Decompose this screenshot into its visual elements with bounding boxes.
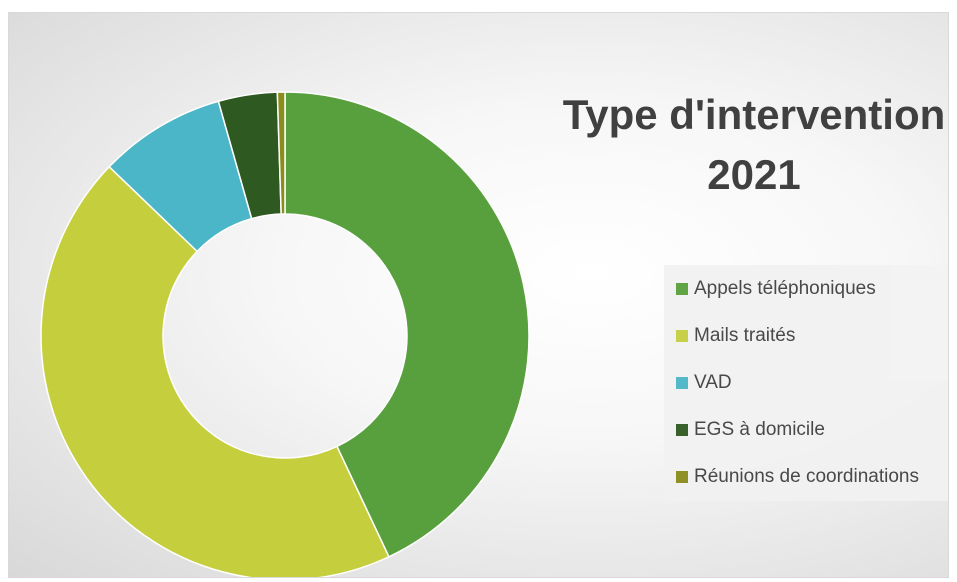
chart-title: Type d'intervention 2021 <box>554 85 948 205</box>
legend-label: EGS à domicile <box>694 419 825 440</box>
legend-item-reunions-de-coordinations: Réunions de coordinations <box>676 465 919 489</box>
legend-label: Mails traités <box>694 325 796 346</box>
donut-slice-4 <box>276 91 286 215</box>
legend-label: VAD <box>694 372 732 393</box>
legend-item-appels-telephoniques: Appels téléphoniques <box>676 277 876 301</box>
donut-slice-1 <box>40 165 390 577</box>
chart-title-line-2: 2021 <box>707 151 801 198</box>
legend-item-vad: VAD <box>676 371 732 395</box>
legend-label: Appels téléphoniques <box>694 278 876 299</box>
chart-title-line-1: Type d'intervention <box>562 91 946 138</box>
donut-chart <box>40 91 530 577</box>
donut-slice-0 <box>284 91 530 558</box>
legend-swatch <box>676 471 688 483</box>
legend-item-mails-traites: Mails traités <box>676 324 795 348</box>
legend-swatch <box>676 424 688 436</box>
chart-area: Type d'intervention 2021 Appels téléphon… <box>8 12 949 578</box>
legend-swatch <box>676 330 688 342</box>
legend-swatch <box>676 377 688 389</box>
legend: Appels téléphoniques Mails traités VAD E… <box>664 265 948 501</box>
legend-swatch <box>676 283 688 295</box>
legend-label: Réunions de coordinations <box>694 466 919 487</box>
legend-item-egs-a-domicile: EGS à domicile <box>676 418 825 442</box>
